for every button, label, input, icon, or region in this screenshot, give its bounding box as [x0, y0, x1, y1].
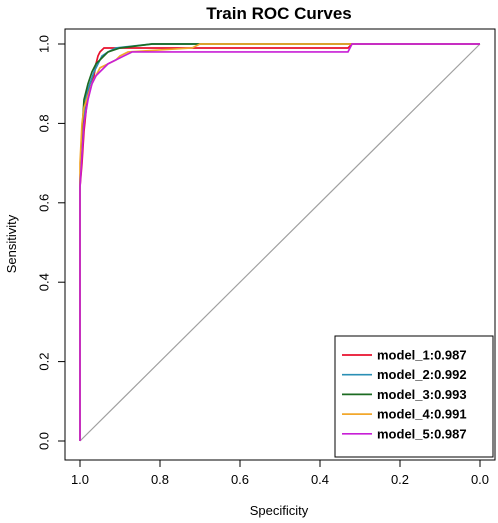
- y-tick-label: 1.0: [36, 35, 51, 53]
- y-tick-label: 0.0: [36, 432, 51, 450]
- x-tick-label: 0.2: [391, 472, 409, 487]
- chart-title: Train ROC Curves: [206, 4, 352, 23]
- x-axis-label: Specificity: [250, 503, 309, 518]
- x-tick-label: 0.6: [231, 472, 249, 487]
- legend: model_1:0.987 model_2:0.992 model_3:0.993m…: [334, 335, 494, 458]
- roc-curve-4: [79, 43, 480, 441]
- reference-diagonal-line: [79, 43, 481, 442]
- legend-label-4: model_4:0.991: [377, 407, 467, 422]
- y-tick-label: 0.2: [36, 353, 51, 371]
- roc-curve-5: [79, 43, 480, 441]
- y-tick-label: 0.6: [36, 194, 51, 212]
- x-tick-label: 0.8: [151, 472, 169, 487]
- legend-label-2: model_2:0.992: [377, 367, 467, 382]
- legend-box: [334, 335, 494, 458]
- y-tick-label: 0.4: [36, 273, 51, 291]
- x-tick-label: 0.0: [471, 472, 489, 487]
- x-tick-label: 1.0: [71, 472, 89, 487]
- y-axis: 0.0 0.2 0.4 0.6 0.8 1.0: [36, 35, 66, 450]
- y-tick-label: 0.8: [36, 114, 51, 132]
- legend-label-3: model_3:0.993: [377, 387, 467, 402]
- legend-label-5: model_5:0.987: [377, 426, 467, 441]
- x-tick-label: 0.4: [311, 472, 329, 487]
- y-axis-label: Sensitivity: [4, 214, 19, 273]
- series-group: [79, 43, 480, 441]
- x-axis: 1.0 0.8 0.6 0.4 0.2 0.0: [71, 459, 489, 487]
- plot-area: [64, 28, 496, 461]
- legend-label-1: model_1:0.987: [377, 348, 467, 363]
- reference-line-group: [79, 43, 481, 442]
